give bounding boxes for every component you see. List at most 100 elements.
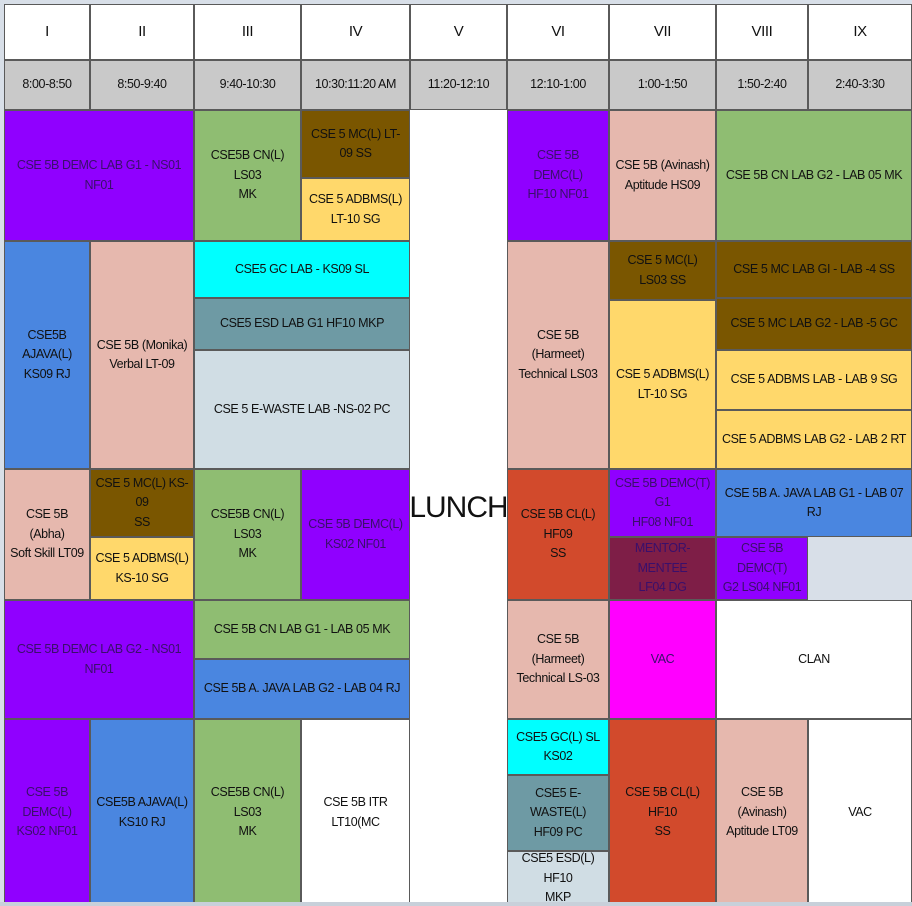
class-slot-r3-adbms-l: CSE 5 ADBMS(L) KS-10 SG [90,537,194,600]
class-slot-r1-cn-lab-g2: CSE 5B CN LAB G2 - LAB 05 MK [716,110,912,241]
time-header: 8:00-8:50 [4,60,90,110]
class-slot-r5-vac: VAC [808,719,912,906]
class-slot-text: CSE 5 ADBMS LAB - LAB 9 SG [730,372,898,387]
period-header: II [90,4,194,60]
class-slot-r1-demc-l: CSE 5B DEMC(L) HF10 NF01 [507,110,609,241]
class-slot-text: CSE 5B CL(L) HF10 SS [625,785,700,839]
class-slot-text: CSE 5B DEMC(T) G1 HF08 NF01 [614,475,711,529]
class-slot-text: CSE 5B (Monika) Verbal LT-09 [96,337,188,371]
lunch-label: LUNCH [410,490,507,524]
period-label: VII [653,23,672,41]
period-label: IX [853,23,867,41]
class-slot-r2-mc-lab-g1: CSE 5 MC LAB GI - LAB -4 SS [716,241,912,298]
class-slot-r5-ajava-l: CSE5B AJAVA(L) KS10 RJ [90,719,194,906]
lunch-block: LUNCH [410,110,507,906]
class-slot-r2-verbal: CSE 5B (Monika) Verbal LT-09 [90,241,194,469]
period-header: VI [507,4,609,60]
period-header: V [410,4,507,60]
class-slot-r2-gc-lab: CSE5 GC LAB - KS09 SL [194,241,410,298]
class-slot-text: CSE 5 ADBMS LAB G2 - LAB 2 RT [721,431,907,446]
class-slot-text: VAC [848,804,872,819]
class-slot-text: CSE 5B CN LAB G2 - LAB 05 MK [725,167,903,182]
class-slot-text: CSE 5B CN LAB G1 - LAB 05 MK [213,621,391,636]
class-slot-text: VAC [650,651,675,666]
class-slot-r3-demc-l: CSE 5B DEMC(L) KS02 NF01 [301,469,410,600]
period-label: I [45,23,49,41]
period-header: III [194,4,301,60]
class-slot-text: CSE5 ESD LAB G1 HF10 MKP [219,316,385,331]
time-header: 8:50-9:40 [90,60,194,110]
class-slot-text: CSE 5B DEMC(L) KS02 NF01 [308,517,403,551]
class-slot-text: CSE 5 ADBMS(L) LT-10 SG [615,367,710,401]
class-slot-r2-adbms-lab-g2: CSE 5 ADBMS LAB G2 - LAB 2 RT [716,410,912,469]
class-slot-text: CSE 5B A. JAVA LAB G1 - LAB 07 RJ [724,485,904,519]
class-slot-text: CSE5B CN(L) LS03 MK [210,507,285,561]
class-slot-text: CSE 5B DEMC(T) G2 LS04 NF01 [722,541,802,595]
class-slot-r3-cn-l: CSE5B CN(L) LS03 MK [194,469,301,600]
time-label: 2:40-3:30 [835,77,885,92]
class-slot-text: CSE5 GC(L) SL KS02 [516,729,600,763]
class-slot-text: CSE5 GC LAB - KS09 SL [234,261,370,276]
class-slot-text: CSE 5B DEMC(L) KS02 NF01 [16,785,78,839]
class-slot-text: CSE 5 E-WASTE LAB -NS-02 PC [213,401,391,416]
class-slot-r1-mc-l: CSE 5 MC(L) LT-09 SS [301,110,410,178]
time-label: 8:50-9:40 [117,77,167,92]
class-slot-r3-demc-t-g2: CSE 5B DEMC(T) G2 LS04 NF01 [716,537,808,600]
period-label: VIII [751,23,773,41]
class-slot-text: CSE 5B A. JAVA LAB G2 - LAB 04 RJ [203,681,401,696]
class-slot-r2-mc-lab-g2: CSE 5 MC LAB G2 - LAB -5 GC [716,298,912,350]
period-header: VII [609,4,716,60]
class-slot-text: CSE5B CN(L) LS03 MK [210,785,285,839]
class-slot-r5-cn-l: CSE5B CN(L) LS03 MK [194,719,301,906]
class-slot-text: CSE5B AJAVA(L) KS10 RJ [96,795,188,829]
class-slot-r3-demc-t-g1: CSE 5B DEMC(T) G1 HF08 NF01 [609,469,716,537]
class-slot-text: CSE 5 ADBMS(L) LT-10 SG [308,192,403,226]
period-header: VIII [716,4,808,60]
class-slot-r5-cl-l: CSE 5B CL(L) HF10 SS [609,719,716,906]
time-label: 1:50-2:40 [737,77,787,92]
class-slot-r4-ajava-lab-g2: CSE 5B A. JAVA LAB G2 - LAB 04 RJ [194,659,410,719]
time-label: 8:00-8:50 [22,77,72,92]
class-slot-text: CSE 5 ADBMS(L) KS-10 SG [95,551,189,585]
time-header: 11:20-12:10 [410,60,507,110]
time-label: 11:20-12:10 [427,77,490,92]
class-slot-r2-adbms-lab: CSE 5 ADBMS LAB - LAB 9 SG [716,350,912,410]
class-slot-text: CSE5B CN(L) LS03 MK [210,148,285,202]
class-slot-r3-cl-l: CSE 5B CL(L) HF09 SS [507,469,609,600]
class-slot-r4-cn-lab-g1: CSE 5B CN LAB G1 - LAB 05 MK [194,600,410,659]
class-slot-text: CSE5B AJAVA(L) KS09 RJ [22,327,72,381]
period-label: V [453,23,464,41]
class-slot-text: CSE 5B (Harmeet) Technical LS03 [518,327,598,381]
class-slot-r1-aptitude: CSE 5B (Avinash) Aptitude HS09 [609,110,716,241]
class-slot-r3-mentor: MENTOR-MENTEE LF04 DG [609,537,716,600]
class-slot-r4-demc-lab-g2: CSE 5B DEMC LAB G2 - NS01 NF01 [4,600,194,719]
class-slot-r2-esd-lab: CSE5 ESD LAB G1 HF10 MKP [194,298,410,350]
period-header: IX [808,4,912,60]
class-slot-text: CSE 5B CL(L) HF09 SS [520,507,596,561]
class-slot-r1-adbms-l: CSE 5 ADBMS(L) LT-10 SG [301,178,410,241]
bottom-edge [0,902,912,906]
period-label: II [138,23,146,41]
class-slot-text: CSE 5B (Abha) Soft Skill LT09 [10,507,84,561]
class-slot-text: CSE 5B (Avinash) Aptitude HS09 [615,158,710,192]
time-header: 10:30:11:20 AM [301,60,410,110]
period-label: III [241,23,254,41]
class-slot-r5-esd-l: CSE5 ESD(L) HF10 MKP [507,851,609,906]
class-slot-r5-gc-l: CSE5 GC(L) SL KS02 [507,719,609,775]
class-slot-text: CSE 5 MC LAB GI - LAB -4 SS [733,261,895,276]
time-label: 10:30:11:20 AM [314,77,397,92]
class-slot-text: CSE 5 MC(L) LS03 SS [627,253,698,287]
class-slot-r5-demc-l: CSE 5B DEMC(L) KS02 NF01 [4,719,90,906]
class-slot-r5-itr: CSE 5B ITR LT10(MC [301,719,410,906]
class-slot-r5-ewaste-l: CSE5 E-WASTE(L) HF09 PC [507,775,609,851]
time-header: 1:00-1:50 [609,60,716,110]
time-header: 2:40-3:30 [808,60,912,110]
class-slot-text: CSE 5B DEMC(L) HF10 NF01 [527,148,589,202]
period-label: IV [348,23,363,41]
class-slot-r2-adbms-l: CSE 5 ADBMS(L) LT-10 SG [609,300,716,469]
class-slot-r1-demc-lab-g1: CSE 5B DEMC LAB G1 - NS01 NF01 [4,110,194,241]
time-header: 12:10-1:00 [507,60,609,110]
class-slot-r1-cn-l: CSE5B CN(L) LS03 MK [194,110,301,241]
class-slot-r2-mc-l: CSE 5 MC(L) LS03 SS [609,241,716,300]
